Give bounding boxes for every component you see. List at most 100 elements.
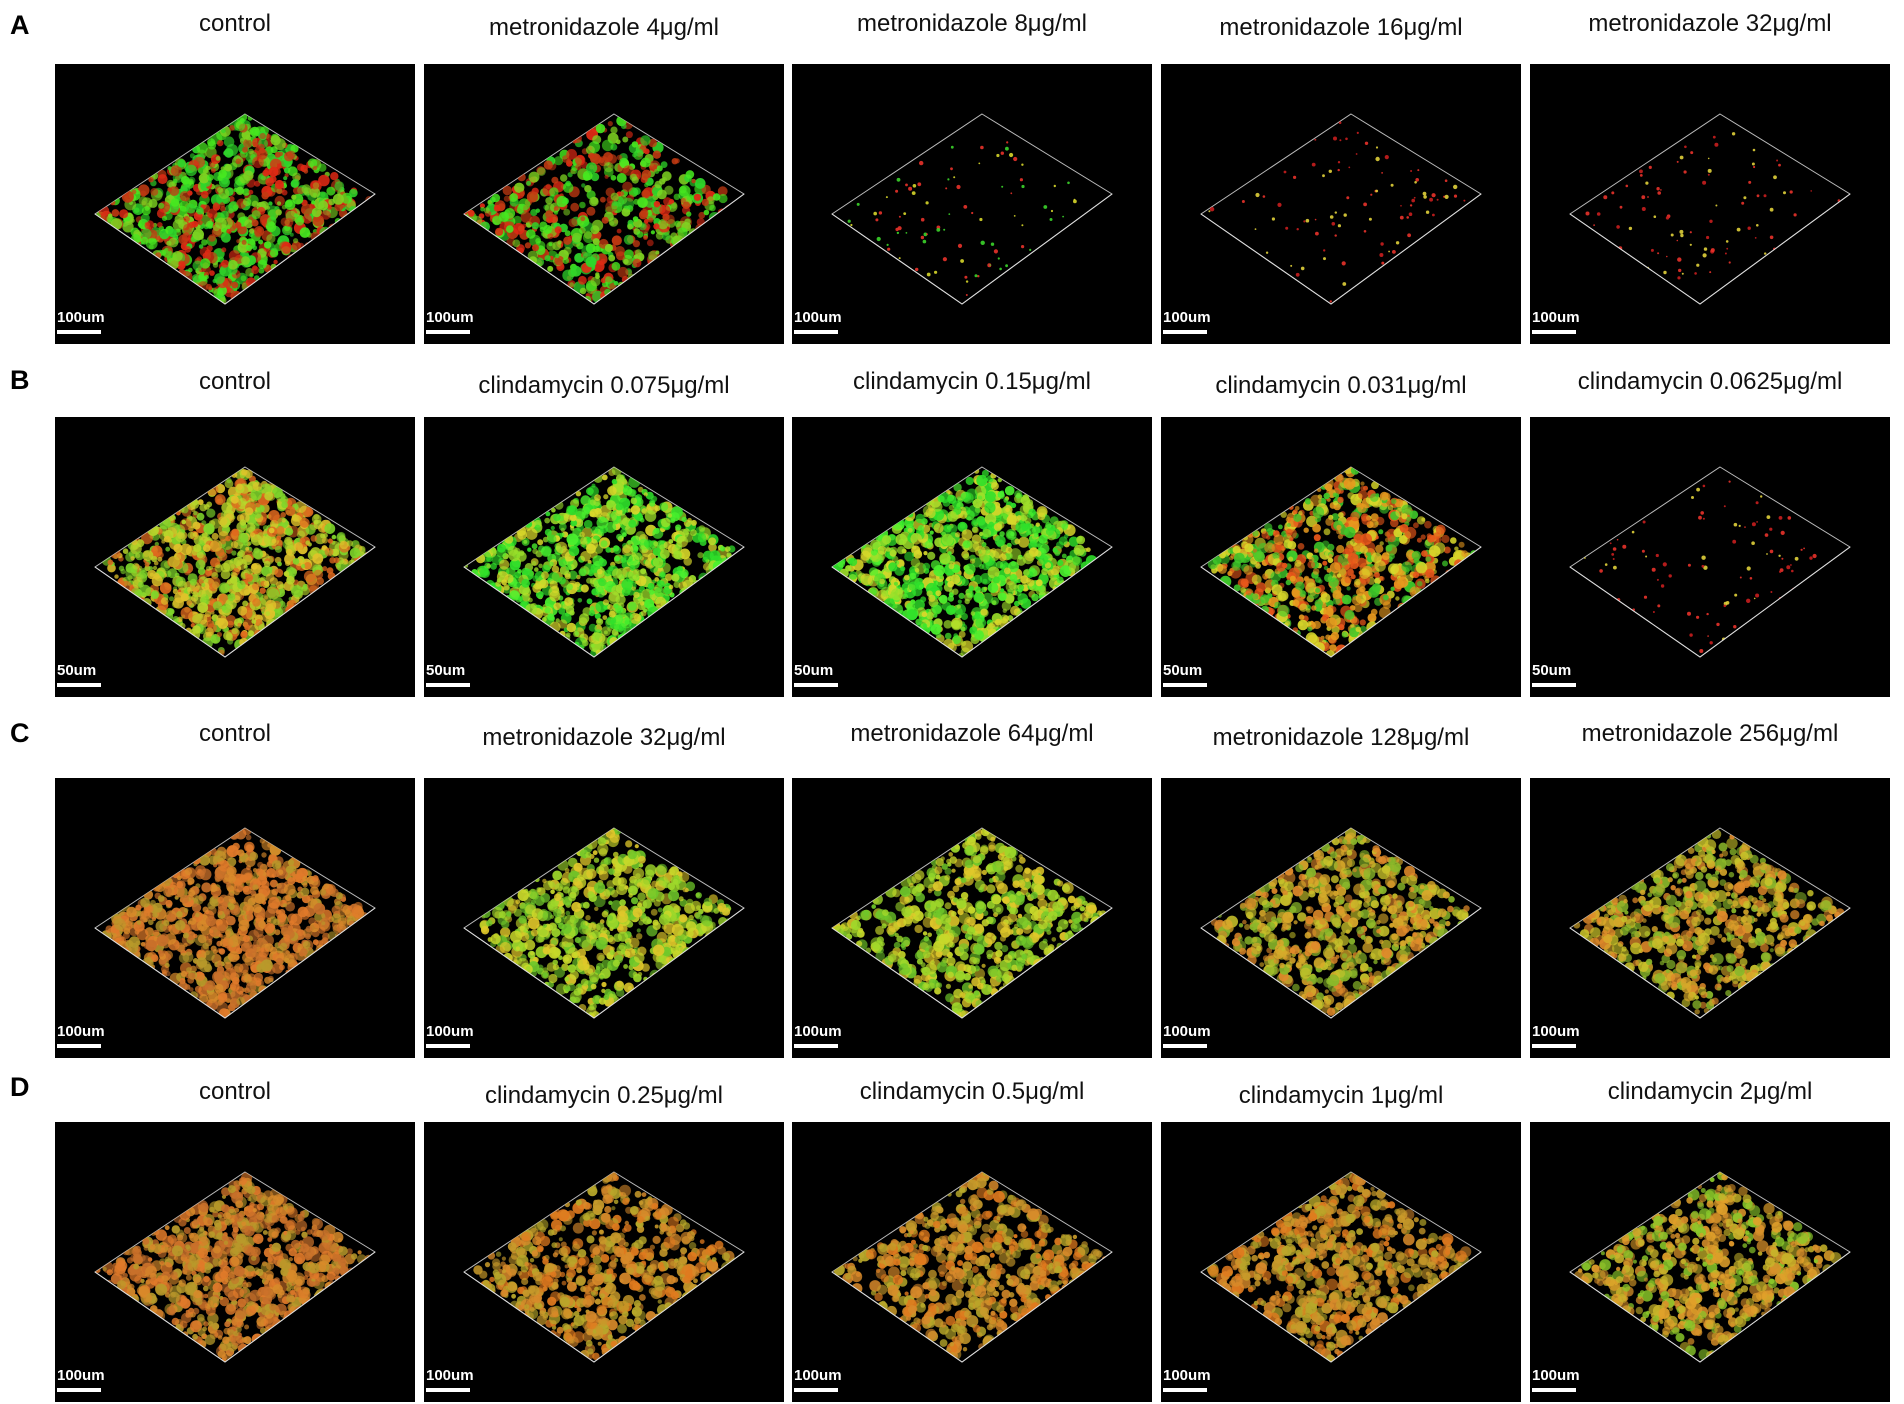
- micrograph-panel: 100um: [792, 778, 1152, 1058]
- scale-bar: [57, 330, 101, 334]
- scale-bar-label: 100um: [426, 1367, 474, 1384]
- axis-edge: [1200, 1251, 1482, 1363]
- axis-edge: [463, 907, 745, 1019]
- scale-bar: [57, 1388, 101, 1392]
- panel-label: clindamycin 0.031μg/ml: [1215, 372, 1467, 399]
- axis-edge: [94, 546, 376, 658]
- axis-edge: [463, 1251, 745, 1363]
- panel-label: clindamycin 0.075μg/ml: [478, 372, 730, 399]
- micrograph-panel: 100um: [1161, 1122, 1521, 1402]
- panel-label: metronidazole 8μg/ml: [857, 10, 1087, 37]
- cell-clusters: [1210, 828, 1470, 1016]
- micrograph-panel: 100um: [55, 1122, 415, 1402]
- biofilm-3d-render: [463, 466, 745, 658]
- cell-clusters: [1573, 829, 1850, 1015]
- scale-bar: [794, 1044, 838, 1048]
- scale-bar-label: 100um: [1532, 1023, 1580, 1040]
- biofilm-3d-render: [1200, 827, 1482, 1019]
- micrograph-panel: 100um: [1161, 778, 1521, 1058]
- scale-bar: [1163, 683, 1207, 687]
- panel-label: clindamycin 2μg/ml: [1607, 1078, 1813, 1105]
- panel-label: metronidazole 32μg/ml: [482, 724, 726, 751]
- scale-bar: [426, 683, 470, 687]
- axis-edge: [94, 907, 376, 1019]
- cell-clusters: [100, 828, 375, 1018]
- scale-bar: [794, 330, 838, 334]
- axis-edge: [1200, 907, 1482, 1019]
- cell-clusters: [833, 1172, 1111, 1361]
- panel-label: metronidazole 128μg/ml: [1212, 724, 1470, 751]
- panel-label: control: [198, 720, 272, 747]
- panel-label: metronidazole 4μg/ml: [489, 14, 719, 41]
- scale-bar-label: 100um: [1532, 1367, 1580, 1384]
- cell-clusters: [1585, 132, 1846, 280]
- cell-clusters: [102, 467, 375, 656]
- biofilm-3d-render: [1200, 113, 1482, 305]
- scale-bar: [57, 683, 101, 687]
- scale-bar: [1163, 1388, 1207, 1392]
- micrograph-panel: 100um: [55, 64, 415, 344]
- scale-bar-label: 100um: [794, 1367, 842, 1384]
- panel-label: clindamycin 0.5μg/ml: [859, 1078, 1085, 1105]
- axis-edge: [94, 193, 376, 305]
- micrograph-panel: 100um: [424, 1122, 784, 1402]
- scale-bar: [794, 1388, 838, 1392]
- panel-label: clindamycin 0.0625μg/ml: [1577, 368, 1843, 395]
- scale-bar-label: 100um: [426, 1023, 474, 1040]
- panel-label: metronidazole 32μg/ml: [1588, 10, 1832, 37]
- axis-edge: [831, 193, 1113, 305]
- scale-bar: [1532, 330, 1576, 334]
- scale-bar-label: 100um: [794, 1023, 842, 1040]
- biofilm-3d-render: [1569, 466, 1851, 658]
- micrograph-panel: 50um: [1161, 417, 1521, 697]
- biofilm-3d-render: [1569, 1171, 1851, 1363]
- scale-bar: [1532, 1388, 1576, 1392]
- scale-bar-label: 100um: [426, 309, 474, 326]
- scale-bar-label: 100um: [57, 309, 105, 326]
- micrograph-panel: 100um: [1530, 1122, 1890, 1402]
- panel-label: metronidazole 64μg/ml: [850, 720, 1094, 747]
- micrograph-panel: 50um: [424, 417, 784, 697]
- scale-bar-label: 100um: [1163, 309, 1211, 326]
- axis-edge: [1200, 546, 1482, 658]
- biofilm-3d-render: [1569, 827, 1851, 1019]
- scale-bar-label: 100um: [1163, 1023, 1211, 1040]
- cell-clusters: [95, 1172, 373, 1362]
- scale-bar: [1163, 1044, 1207, 1048]
- micrograph-panel: 50um: [55, 417, 415, 697]
- biofilm-3d-render: [831, 466, 1113, 658]
- axis-edge: [831, 907, 1113, 1019]
- cell-clusters: [1584, 480, 1828, 653]
- cell-clusters: [847, 141, 1077, 296]
- panel-label: clindamycin 1μg/ml: [1238, 1082, 1444, 1109]
- cell-clusters: [1206, 1172, 1481, 1362]
- axis-edge: [94, 1251, 376, 1363]
- micrograph-panel: 50um: [792, 417, 1152, 697]
- biofilm-3d-render: [1569, 113, 1851, 305]
- panel-label: metronidazole 256μg/ml: [1581, 720, 1839, 747]
- axis-edge: [1569, 193, 1851, 305]
- row-letter-c: C: [10, 718, 30, 748]
- biofilm-3d-render: [94, 113, 376, 305]
- micrograph-panel: 50um: [1530, 417, 1890, 697]
- biofilm-3d-render: [463, 827, 745, 1019]
- scale-bar-label: 50um: [1163, 662, 1203, 679]
- micrograph-panel: 100um: [792, 1122, 1152, 1402]
- row-letter-d: D: [10, 1072, 30, 1102]
- axis-edge: [831, 546, 1113, 658]
- micrograph-panel: 100um: [1530, 64, 1890, 344]
- axis-edge: [1200, 193, 1482, 305]
- scale-bar-label: 100um: [57, 1367, 105, 1384]
- panel-label: clindamycin 0.15μg/ml: [853, 368, 1091, 395]
- biofilm-3d-render: [94, 827, 376, 1019]
- scale-bar: [1532, 683, 1576, 687]
- biofilm-3d-render: [94, 1171, 376, 1363]
- biofilm-3d-render: [463, 1171, 745, 1363]
- scale-bar: [426, 330, 470, 334]
- panel-label: control: [198, 1078, 272, 1105]
- axis-edge: [1569, 1251, 1851, 1363]
- render-frame: [1569, 113, 1851, 305]
- scale-bar: [794, 683, 838, 687]
- micrograph-panel: 100um: [1161, 64, 1521, 344]
- render-frame: [1200, 113, 1482, 305]
